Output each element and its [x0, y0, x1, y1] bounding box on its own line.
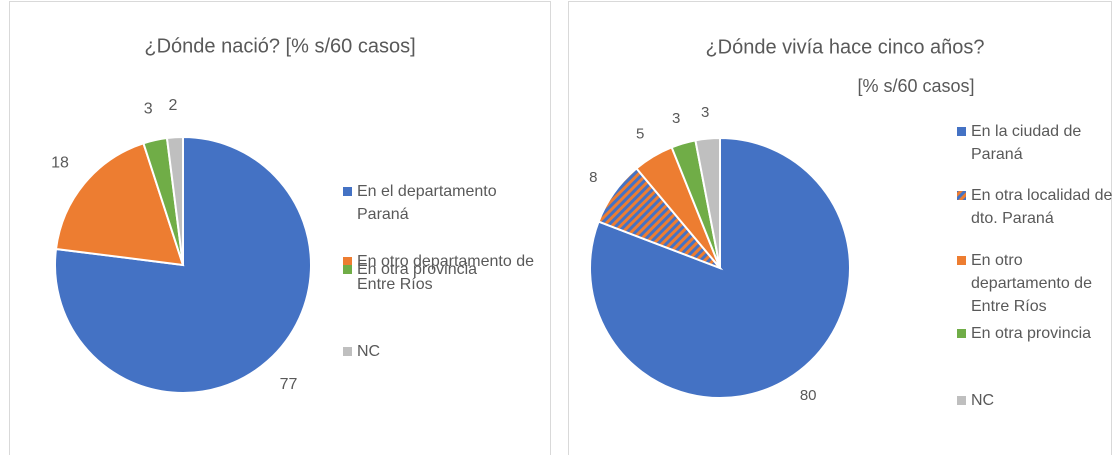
pie-slice	[694, 136, 721, 269]
data-label: 2	[169, 97, 178, 114]
data-label: 8	[589, 169, 597, 186]
pie-slice	[54, 135, 312, 394]
data-label: 18	[51, 154, 69, 171]
legend-marker	[343, 187, 352, 196]
legend-label: En la ciudad de Paraná	[971, 123, 1082, 163]
legend-marker	[957, 127, 966, 136]
pie-slice	[54, 142, 185, 267]
legend-label: En otra provincia	[357, 261, 478, 278]
legend-marker	[957, 329, 966, 338]
pie-slice	[165, 135, 184, 266]
legend-label: NC	[357, 343, 381, 360]
legend-marker	[957, 396, 966, 405]
legend-label: En otro departamento de Entre Ríos	[971, 252, 1092, 315]
chart-title: ¿Dónde nació? [% s/60 casos]	[144, 35, 415, 57]
data-label: 3	[701, 104, 709, 121]
legend-marker	[957, 191, 966, 200]
legend-label: En el departamento Paraná	[357, 183, 497, 223]
chart-frame	[9, 1, 551, 455]
pie-slice	[589, 136, 851, 399]
chart-subtitle: [% s/60 casos]	[857, 76, 974, 96]
legend-marker	[343, 257, 352, 266]
legend-label: En otra provincia	[971, 325, 1092, 342]
data-label: 5	[636, 126, 644, 143]
data-label: 3	[672, 110, 680, 127]
legend-label: En otro departamento de Entre Ríos	[357, 253, 535, 293]
data-label: 80	[800, 387, 817, 404]
legend-marker	[343, 347, 352, 356]
legend-label: NC	[971, 392, 995, 409]
legend-label: En otra localidad del dto. Paraná	[971, 187, 1112, 227]
chart-title: ¿Dónde vivía hace cinco años?	[705, 36, 984, 58]
legend-marker	[343, 265, 352, 274]
data-label: 3	[144, 100, 153, 117]
legend-marker	[957, 256, 966, 265]
data-label: 77	[280, 376, 298, 393]
